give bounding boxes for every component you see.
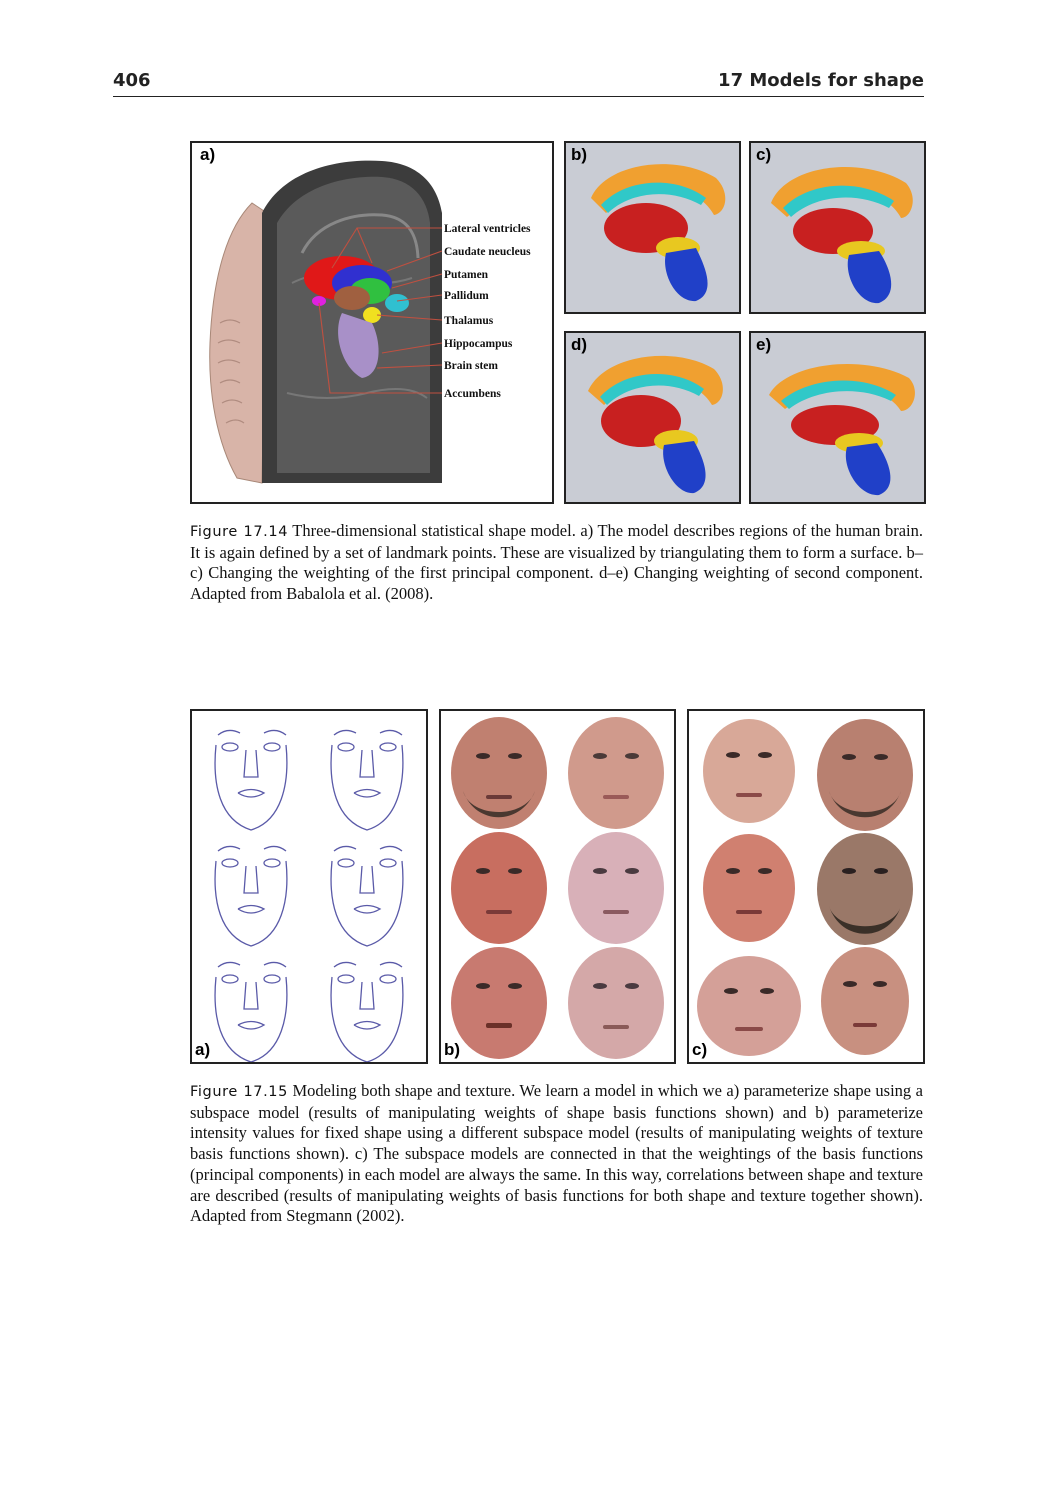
face-outline (214, 961, 288, 1062)
figure-15-caption: Figure 17.15 Modeling both shape and tex… (190, 1081, 923, 1227)
figure-label: Figure 17.14 (190, 524, 289, 540)
brain-shape-render (588, 355, 723, 494)
label-thalamus: Thalamus (444, 315, 494, 327)
face-photo (703, 834, 795, 942)
face-texture-samples (451, 717, 664, 1059)
caption-text: Modeling both shape and texture. We lear… (190, 1081, 923, 1226)
face-photo (451, 717, 547, 829)
figure-15-panel-a: a) (190, 709, 428, 1064)
running-header: 406 17 Models for shape (113, 68, 924, 97)
face-photo (703, 719, 795, 823)
face-photo (817, 719, 913, 831)
figure-label: Figure 17.15 (190, 1084, 288, 1100)
face-outline (330, 729, 404, 831)
brain-shape-render (769, 363, 915, 496)
panel-label: a) (195, 1040, 211, 1059)
panel-label: d) (571, 335, 588, 354)
face-photo (568, 947, 664, 1059)
structure-labels: Lateral ventricles Caudate neucleus Puta… (444, 223, 531, 400)
figure-15-panel-b: b) (439, 709, 676, 1064)
panel-label: b) (571, 145, 588, 164)
face-photo (568, 832, 664, 944)
face-outline (214, 845, 288, 947)
face-photo (568, 717, 664, 829)
label-pallidum: Pallidum (444, 290, 489, 302)
face-outline (214, 729, 288, 831)
brain-shape-render (591, 164, 726, 302)
brain-mri-illustration (209, 160, 443, 484)
face-outline (330, 961, 404, 1062)
face-shape-outlines (214, 729, 404, 1062)
figure-14-caption: Figure 17.14 Three-dimensional statistic… (190, 521, 923, 605)
face-outline (330, 845, 404, 947)
panel-label: c) (756, 145, 772, 164)
label-caudate: Caudate neucleus (444, 246, 531, 258)
face-photo (451, 947, 547, 1059)
face-photo (697, 956, 801, 1056)
figure-15-panel-c: c) (687, 709, 925, 1064)
panel-label: b) (444, 1040, 461, 1059)
label-putamen: Putamen (444, 269, 489, 281)
panel-label: e) (756, 335, 772, 354)
label-accumbens: Accumbens (444, 388, 501, 400)
face-shape-texture-samples (697, 719, 913, 1056)
figure-14-panel-d: d) (564, 331, 741, 504)
label-brain-stem: Brain stem (444, 360, 498, 372)
caption-text: Three-dimensional statistical shape mode… (190, 521, 924, 604)
label-hippocampus: Hippocampus (444, 338, 513, 350)
label-lateral-ventricles: Lateral ventricles (444, 223, 531, 235)
face-photo (451, 832, 547, 944)
figure-14-panel-b: b) (564, 141, 741, 314)
brain-shape-render (771, 166, 913, 304)
panel-label: a) (200, 145, 216, 164)
figure-14-panel-a: a) Lateral ventricl (190, 141, 554, 504)
panel-label: c) (692, 1040, 708, 1059)
face-photo (821, 947, 909, 1055)
figure-14-panel-e: e) (749, 331, 926, 504)
face-photo (817, 833, 913, 945)
chapter-title: 17 Models for shape (718, 70, 924, 91)
figure-14-panel-c: c) (749, 141, 926, 314)
page-number: 406 (113, 70, 151, 91)
